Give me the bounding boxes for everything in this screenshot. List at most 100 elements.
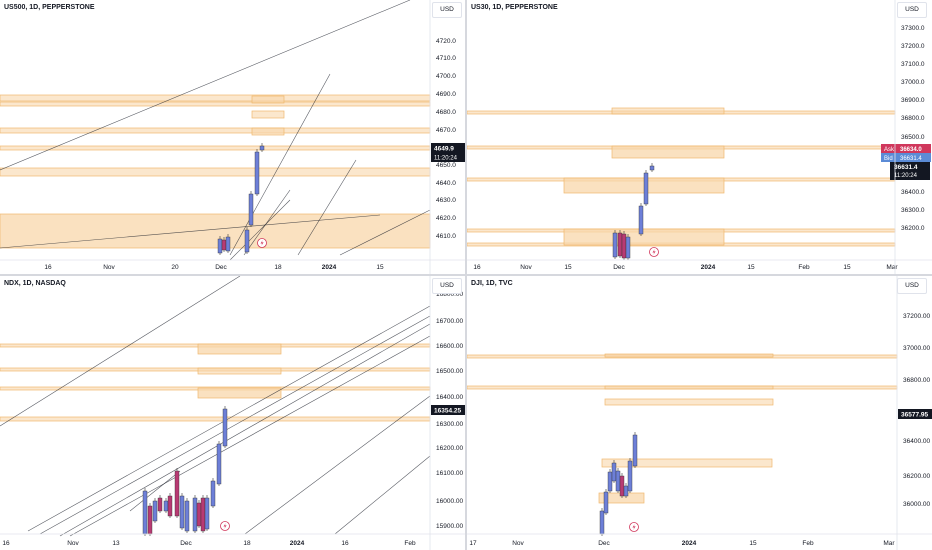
time-axis-label: 15 — [843, 264, 851, 271]
price-axis-label: 36000.00 — [903, 501, 930, 508]
chart-canvas-us500[interactable]: 4720.04710.04700.04690.04680.04670.04660… — [0, 0, 465, 274]
horizontal-divider[interactable] — [0, 274, 932, 276]
chart-canvas-ndx[interactable]: 16800.00 16700.00 16600.00 16500.00 16400.00… — [0, 276, 465, 550]
currency-button[interactable]: USD — [897, 278, 927, 294]
candle — [259, 145, 265, 151]
time-axis-label: 18 — [243, 540, 251, 547]
candle — [167, 495, 173, 517]
trend-line — [0, 0, 411, 171]
symbol-title[interactable]: DJI, 1D, TVC — [471, 280, 513, 287]
candle — [612, 232, 618, 258]
time-axis-label: 2024 — [322, 264, 337, 271]
time-axis-label: Nov — [103, 264, 115, 271]
bid-label: Bid — [884, 156, 893, 162]
chart-panel-dji[interactable]: 37200.00 37000.00 36800.00 36400.00 36200.00… — [467, 276, 932, 550]
support-resistance-zone — [604, 398, 774, 406]
candle — [192, 497, 198, 532]
support-resistance-zone — [611, 107, 725, 115]
symbol-title[interactable]: US30, 1D, PEPPERSTONE — [471, 4, 558, 11]
currency-button[interactable]: USD — [432, 278, 462, 294]
candle — [611, 462, 617, 482]
price-axis-label: 4620.0 — [436, 215, 456, 222]
candle — [152, 500, 158, 522]
last-price-badge — [898, 409, 932, 419]
price-axis-label: 4710.0 — [436, 55, 456, 62]
last-price-value: 36577.95 — [901, 412, 928, 419]
candle — [142, 490, 148, 535]
candle — [225, 236, 231, 252]
trend-line — [69, 335, 431, 537]
price-axis-label: 37000.0 — [901, 79, 925, 86]
support-resistance-zone — [0, 145, 431, 151]
time-axis-label: Dec — [215, 264, 227, 271]
chart-panel-us30[interactable]: 37400.037300.037200.037100.037000.036900… — [467, 0, 932, 274]
candle — [615, 470, 621, 492]
symbol-title[interactable]: NDX, 1D, NASDAQ — [4, 280, 66, 287]
lightning-icon-glyph — [223, 523, 227, 529]
trend-line — [229, 199, 291, 261]
time-axis-label: 2024 — [682, 540, 697, 547]
trend-line — [59, 323, 431, 537]
lightning-icon-glyph — [652, 249, 656, 255]
support-resistance-zone — [604, 385, 774, 390]
support-resistance-zone — [251, 110, 285, 119]
price-axis-label: 37000.00 — [903, 345, 930, 352]
candle — [196, 502, 202, 527]
time-axis-label: 15 — [376, 264, 384, 271]
chart-canvas-dji[interactable]: 37200.00 37000.00 36800.00 36400.00 36200.00… — [467, 276, 932, 550]
candle — [649, 165, 655, 171]
chart-panel-ndx[interactable]: 16800.00 16700.00 16600.00 16500.00 16400.00… — [0, 276, 465, 550]
time-axis-label: 16 — [341, 540, 349, 547]
price-axis-label: 36800.0 — [901, 115, 925, 122]
support-resistance-zone — [0, 213, 431, 249]
support-resistance-zone — [611, 145, 725, 159]
candle — [221, 239, 227, 251]
price-axis-label: 4700.0 — [436, 73, 456, 80]
price-axis-label: 4640.0 — [436, 180, 456, 187]
bid-price: 36631.4 — [900, 156, 922, 162]
candle — [621, 233, 627, 259]
support-resistance-zone — [563, 228, 725, 246]
chart-panel-us500[interactable]: 4720.04710.04700.04690.04680.04670.04660… — [0, 0, 465, 274]
candle — [603, 491, 609, 514]
trend-line — [243, 189, 291, 256]
candle — [222, 408, 228, 447]
lightning-icon-glyph — [260, 240, 264, 246]
price-axis-label: 16300.00 — [436, 421, 463, 428]
candle — [619, 475, 625, 497]
time-axis-label: Feb — [798, 264, 810, 271]
time-axis-label: Nov — [520, 264, 532, 271]
last-price-badge — [431, 143, 465, 153]
candle — [248, 193, 254, 226]
candle — [163, 500, 169, 512]
candle — [623, 485, 629, 497]
candle — [204, 497, 210, 530]
support-resistance-zone — [251, 95, 285, 104]
price-axis-label: 4610.0 — [436, 233, 456, 240]
time-axis-label: 18 — [274, 264, 282, 271]
time-axis-label: Dec — [613, 264, 625, 271]
support-resistance-zone — [0, 101, 431, 107]
candle — [627, 460, 633, 492]
trend-line — [0, 214, 381, 249]
candle — [617, 232, 623, 257]
candle — [147, 505, 153, 535]
price-axis-label: 4680.0 — [436, 109, 456, 116]
candle — [643, 172, 649, 205]
time-axis-label: Feb — [404, 540, 416, 547]
support-resistance-zone — [0, 416, 431, 422]
price-axis-label: 36200.0 — [901, 225, 925, 232]
price-axis-label: 37200.0 — [901, 43, 925, 50]
currency-button[interactable]: USD — [897, 2, 927, 18]
candle — [632, 434, 638, 467]
trend-line — [39, 315, 431, 535]
currency-button[interactable]: USD — [432, 2, 462, 18]
ask-price: 36634.0 — [900, 147, 922, 153]
time-axis-label: Dec — [598, 540, 610, 547]
price-axis-label: 36400.0 — [901, 189, 925, 196]
chart-canvas-us30[interactable]: 37400.037300.037200.037100.037000.036900… — [467, 0, 932, 274]
time-axis-label: 15 — [747, 264, 755, 271]
trend-line — [129, 470, 181, 512]
candle — [157, 497, 163, 512]
symbol-title[interactable]: US500, 1D, PEPPERSTONE — [4, 4, 95, 11]
